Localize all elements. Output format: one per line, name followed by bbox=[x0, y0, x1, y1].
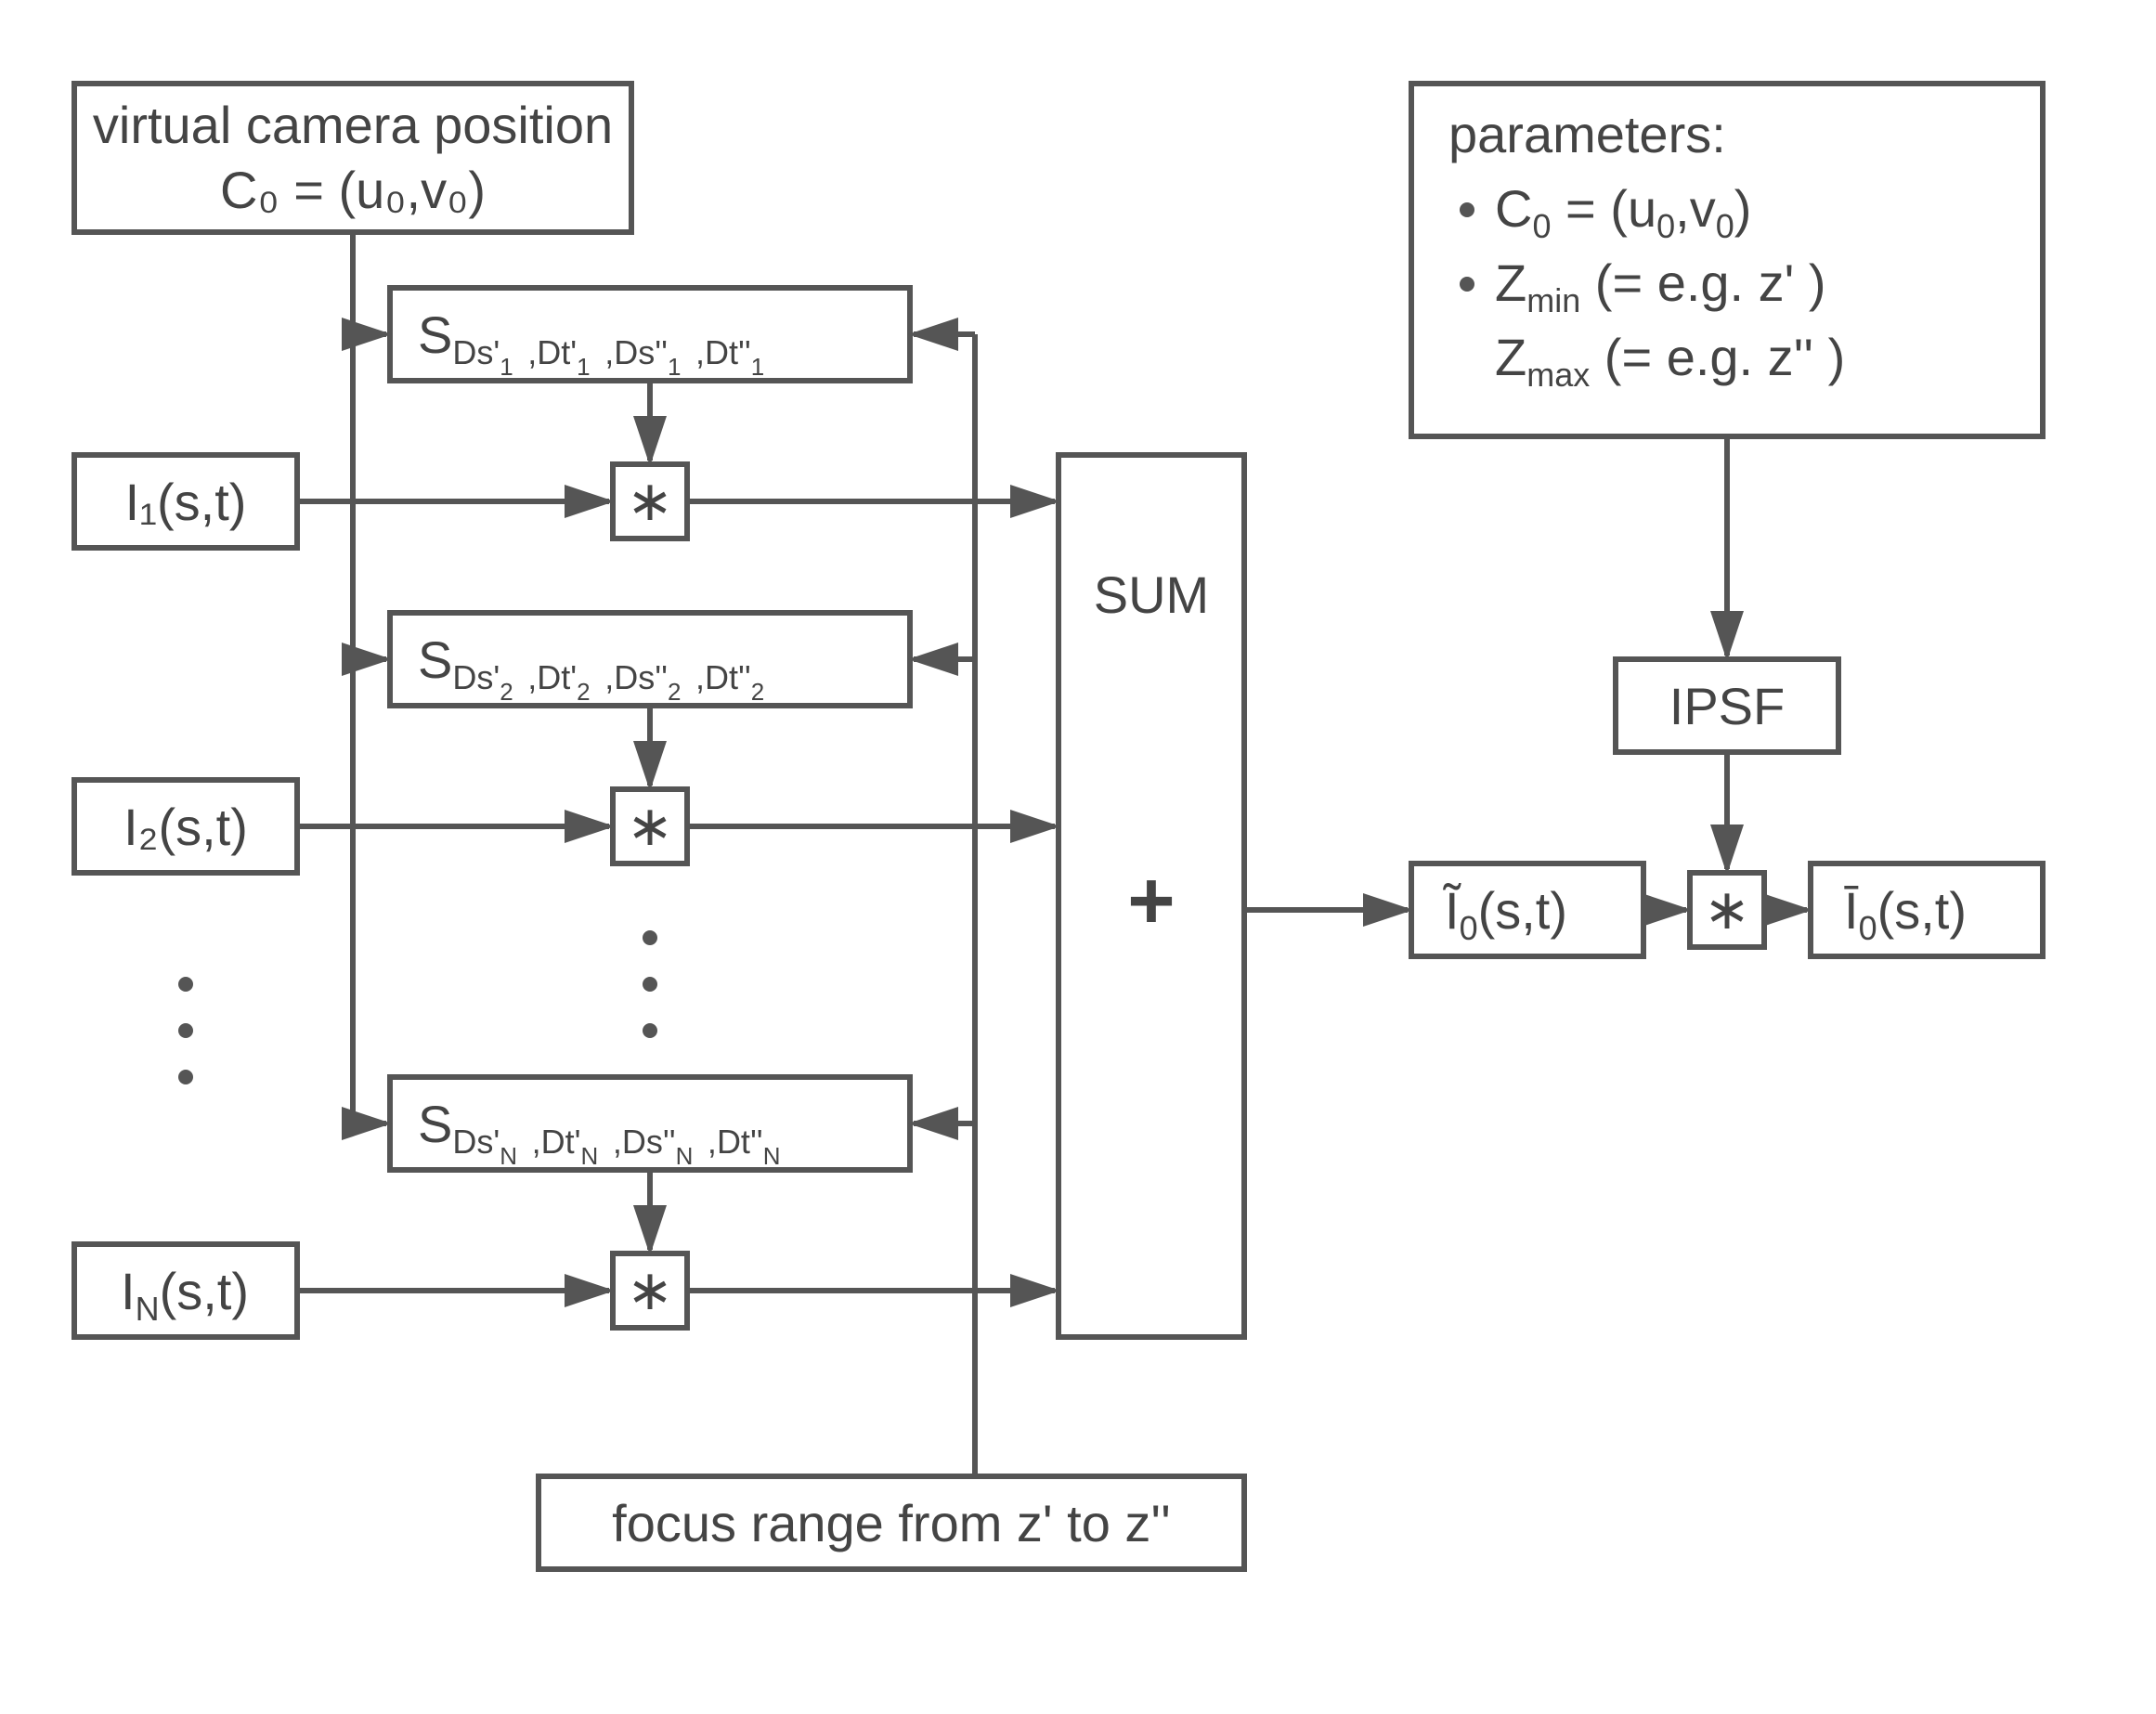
plus-label: + bbox=[1127, 854, 1175, 946]
vcp-line1: virtual camera position bbox=[93, 96, 613, 154]
focus-label: focus range from z' to z'' bbox=[612, 1494, 1171, 1552]
i1-label: I₁(s,t) bbox=[125, 473, 247, 531]
ellipsis-dot bbox=[643, 1023, 657, 1038]
params-title: parameters: bbox=[1448, 105, 1726, 163]
ellipsis-dot bbox=[178, 1070, 193, 1084]
diagram-root: virtual camera position C₀ = (u₀,v₀) par… bbox=[0, 0, 2156, 1714]
convn-label: ∗ bbox=[627, 1259, 673, 1321]
ipsf-label: IPSF bbox=[1669, 677, 1785, 735]
sum-label: SUM bbox=[1094, 565, 1209, 624]
i2-label: I₂(s,t) bbox=[123, 798, 248, 856]
conv2-label: ∗ bbox=[627, 795, 673, 857]
bullet-icon bbox=[1460, 277, 1474, 292]
conv1-label: ∗ bbox=[627, 470, 673, 532]
vcp-line2: C₀ = (u₀,v₀) bbox=[220, 161, 486, 219]
ellipsis-dot bbox=[178, 1023, 193, 1038]
bullet-icon bbox=[1460, 202, 1474, 217]
ellipsis-dot bbox=[178, 977, 193, 992]
ellipsis-dot bbox=[643, 977, 657, 992]
ellipsis-dot bbox=[643, 930, 657, 945]
conv-right-label: ∗ bbox=[1704, 878, 1750, 941]
